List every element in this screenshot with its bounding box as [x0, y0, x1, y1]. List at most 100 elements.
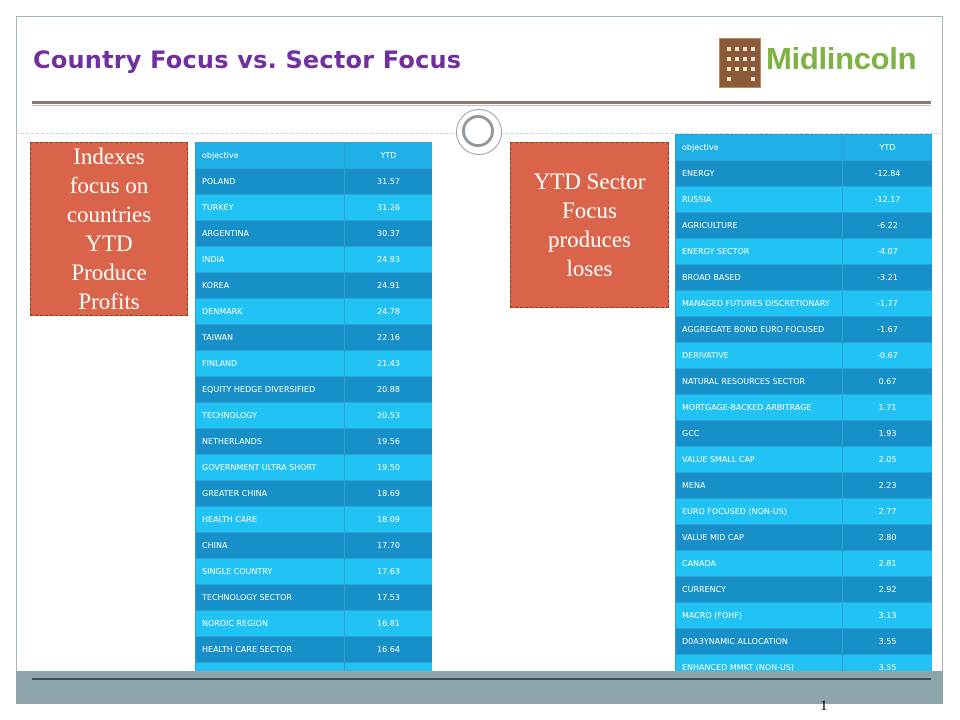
- slide-title: Country Focus vs. Sector Focus: [33, 46, 462, 74]
- table-row: D0A3YNAMIC ALLOCATION 3.55: [675, 628, 932, 655]
- sector-table: objective YTD ENERGY -12.84 RUSSIA -12.17 AG…: [675, 134, 932, 682]
- cell-objective: DENMARK: [195, 298, 345, 325]
- table-row: VALUE SMALL CAP 2.05: [675, 446, 932, 473]
- cell-ytd: 0.67: [842, 368, 932, 395]
- cell-ytd: 16.64: [344, 636, 432, 663]
- cell-objective: DERIVATIVE: [675, 342, 843, 369]
- table-row: CANADA 2.81: [675, 550, 932, 577]
- table-row: TECHNOLOGY SECTOR 17.53: [195, 584, 432, 611]
- cell-ytd: 2.77: [842, 498, 932, 525]
- cell-ytd: 24.91: [344, 272, 432, 299]
- cell-objective: VALUE MID CAP: [675, 524, 843, 551]
- cell-objective: TAIWAN: [195, 324, 345, 351]
- cell-ytd: -12.84: [842, 160, 932, 187]
- table-row: POLAND 31.57: [195, 168, 432, 195]
- circle-ornament: [456, 109, 502, 155]
- table-row: VALUE MID CAP 2.80: [675, 524, 932, 551]
- cell-objective: D0A3YNAMIC ALLOCATION: [675, 628, 843, 655]
- cell-ytd: 2.81: [842, 550, 932, 577]
- cell-objective: CURRENCY: [675, 576, 843, 603]
- cell-ytd: 3.55: [842, 628, 932, 655]
- table-row: AGRICULTURE -6.22: [675, 212, 932, 239]
- cell-objective: MORTGAGE-BACKED ARBITRAGE: [675, 394, 843, 421]
- cell-ytd: 20.88: [344, 376, 432, 403]
- table-header-row: objective YTD: [195, 142, 432, 169]
- table-row: NORDIC REGION 16.81: [195, 610, 432, 637]
- header-divider-shadow: [32, 105, 931, 106]
- table-row: TECHNOLOGY 20.53: [195, 402, 432, 429]
- footer-line: [32, 678, 931, 680]
- table-row: CHINA 17.70: [195, 532, 432, 559]
- cell-objective: BROAD BASED: [675, 264, 843, 291]
- cell-objective: MENA: [675, 472, 843, 499]
- country-table: objective YTD POLAND 31.57 TURKEY 31.26 ARGE…: [195, 142, 432, 679]
- cell-ytd: 2.05: [842, 446, 932, 473]
- cell-objective: CHINA: [195, 532, 345, 559]
- table-row: HEALTH CARE 18.09: [195, 506, 432, 533]
- sector-table-body: ENERGY -12.84 RUSSIA -12.17 AGRICULTURE -6.22…: [675, 160, 932, 681]
- header-divider: [32, 101, 931, 104]
- table-row: KOREA 24.91: [195, 272, 432, 299]
- page-number: 1: [820, 698, 828, 714]
- cell-ytd: 22.16: [344, 324, 432, 351]
- table-row: GCC 1.93: [675, 420, 932, 447]
- cell-ytd: -4.07: [842, 238, 932, 265]
- cell-ytd: 24.78: [344, 298, 432, 325]
- callout-sector-losses: YTD Sector Focus produces loses: [510, 142, 669, 308]
- cell-objective: CANADA: [675, 550, 843, 577]
- cell-objective: SINGLE COUNTRY: [195, 558, 345, 585]
- country-table-body: POLAND 31.57 TURKEY 31.26 ARGENTINA 30.37 INDI…: [195, 168, 432, 679]
- cell-ytd: 31.26: [344, 194, 432, 221]
- table-row: AGGREGATE BOND EURO FOCUSED -1.67: [675, 316, 932, 343]
- cell-ytd: 1.93: [842, 420, 932, 447]
- cell-objective: GCC: [675, 420, 843, 447]
- table-row: FINLAND 21.43: [195, 350, 432, 377]
- table-row: DENMARK 24.78: [195, 298, 432, 325]
- cell-objective: TECHNOLOGY SECTOR: [195, 584, 345, 611]
- table-row: EURO FOCUSED (NON-US) 2.77: [675, 498, 932, 525]
- cell-ytd: 17.70: [344, 532, 432, 559]
- cell-ytd: 19.50: [344, 454, 432, 481]
- footer-bar: [16, 671, 943, 704]
- cell-ytd: 3.13: [842, 602, 932, 629]
- table-row: ENERGY SECTOR -4.07: [675, 238, 932, 265]
- cell-objective: VALUE SMALL CAP: [675, 446, 843, 473]
- cell-ytd: 16.81: [344, 610, 432, 637]
- cell-objective: ENERGY SECTOR: [675, 238, 843, 265]
- table-row: MORTGAGE-BACKED ARBITRAGE 1.71: [675, 394, 932, 421]
- cell-objective: HEALTH CARE SECTOR: [195, 636, 345, 663]
- cell-ytd: -1.67: [842, 316, 932, 343]
- cell-ytd: 17.63: [344, 558, 432, 585]
- table-row: TURKEY 31.26: [195, 194, 432, 221]
- cell-ytd: -12.17: [842, 186, 932, 213]
- cell-objective: MANAGED FUTURES DISCRETIONARY: [675, 290, 843, 317]
- cell-objective: GREATER CHINA: [195, 480, 345, 507]
- cell-objective: GOVERNMENT ULTRA SHORT: [195, 454, 345, 481]
- table-row: INDIA 24.93: [195, 246, 432, 273]
- table-row: GREATER CHINA 18.69: [195, 480, 432, 507]
- cell-ytd: 2.92: [842, 576, 932, 603]
- cell-ytd: 1.71: [842, 394, 932, 421]
- column-header-objective: objective: [675, 134, 843, 161]
- cell-ytd: -6.22: [842, 212, 932, 239]
- logo-text: Midlincoln: [766, 41, 917, 76]
- cell-ytd: 18.69: [344, 480, 432, 507]
- table-row: SINGLE COUNTRY 17.63: [195, 558, 432, 585]
- table-row: NATURAL RESOURCES SECTOR 0.67: [675, 368, 932, 395]
- table-row: HEALTH CARE SECTOR 16.64: [195, 636, 432, 663]
- cell-ytd: -3.21: [842, 264, 932, 291]
- cell-objective: KOREA: [195, 272, 345, 299]
- cell-ytd: -0.67: [842, 342, 932, 369]
- cell-objective: INDIA: [195, 246, 345, 273]
- column-header-ytd: YTD: [842, 134, 932, 161]
- table-row: DERIVATIVE -0.67: [675, 342, 932, 369]
- table-row: MENA 2.23: [675, 472, 932, 499]
- cell-objective: EURO FOCUSED (NON-US): [675, 498, 843, 525]
- cell-objective: NATURAL RESOURCES SECTOR: [675, 368, 843, 395]
- table-row: BROAD BASED -3.21: [675, 264, 932, 291]
- cell-objective: NETHERLANDS: [195, 428, 345, 455]
- cell-ytd: 18.09: [344, 506, 432, 533]
- cell-objective: ENERGY: [675, 160, 843, 187]
- cell-ytd: 30.37: [344, 220, 432, 247]
- cell-ytd: -1.77: [842, 290, 932, 317]
